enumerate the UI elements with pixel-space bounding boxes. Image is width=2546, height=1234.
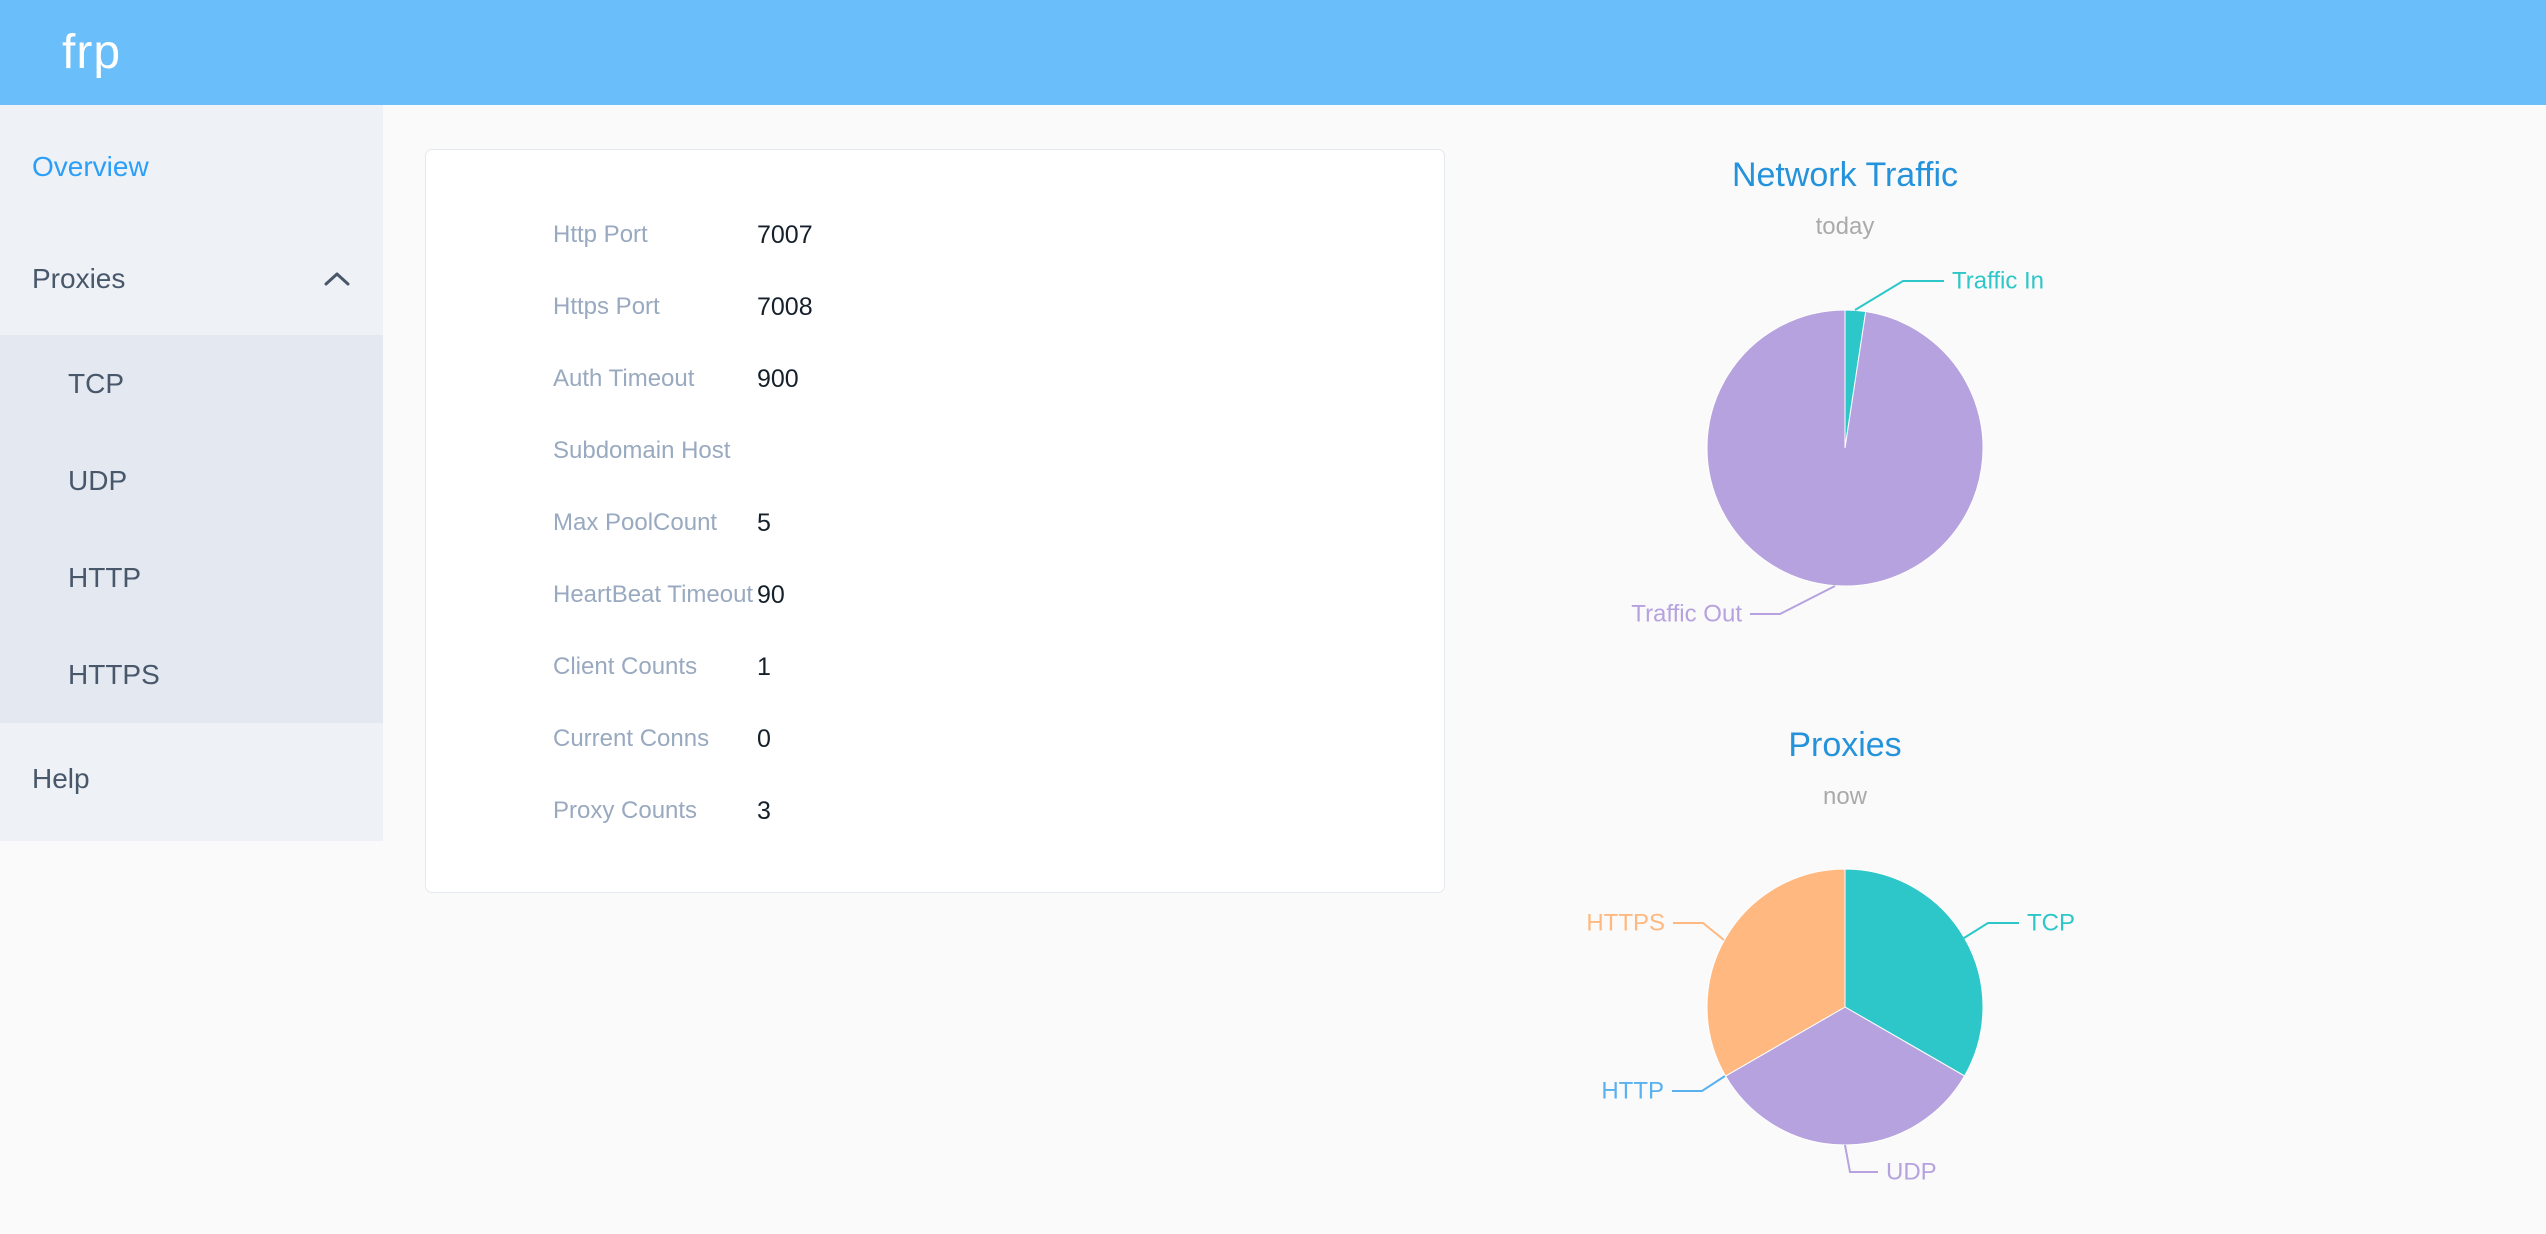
- config-value: 900: [757, 364, 799, 393]
- chart-subtitle: now: [1822, 783, 1868, 810]
- config-value: 5: [757, 508, 771, 537]
- label-line-https: [1673, 922, 1725, 941]
- sidebar-item-overview[interactable]: Overview: [0, 111, 383, 223]
- app-logo: frp: [62, 26, 122, 79]
- config-row: HeartBeat Timeout 90: [426, 559, 1444, 631]
- config-value: 7008: [757, 292, 813, 321]
- config-value: 1: [757, 652, 771, 681]
- config-row: Max PoolCount 5: [426, 487, 1444, 559]
- header-bar: frp: [0, 0, 2546, 105]
- sidebar-item-label: Help: [32, 763, 90, 794]
- sidebar-item-proxies[interactable]: Proxies: [0, 223, 383, 335]
- config-label: Subdomain Host: [553, 437, 731, 464]
- pie-label-http: HTTP: [1601, 1078, 1664, 1105]
- config-label: Max PoolCount: [553, 509, 718, 536]
- sidebar-item-label: Overview: [32, 151, 149, 182]
- config-row: Http Port 7007: [426, 199, 1444, 271]
- sidebar-item-http[interactable]: HTTP: [68, 561, 142, 593]
- sidebar-item-https[interactable]: HTTPS: [68, 658, 160, 690]
- chevron-up-icon[interactable]: [324, 271, 350, 287]
- sidebar-item-help[interactable]: Help: [0, 723, 383, 835]
- label-line-traffic-in: [1854, 280, 1944, 311]
- config-label: Https Port: [553, 293, 660, 320]
- config-row: Https Port 7008: [426, 271, 1444, 343]
- config-row: Proxy Counts 3: [426, 775, 1444, 847]
- proxies-chart: TCP UDP HTTP HTTPS Proxies now: [1515, 660, 2175, 1234]
- pie-label-traffic-in: Traffic In: [1952, 268, 2044, 295]
- label-line-http: [1672, 1075, 1726, 1092]
- sidebar-submenu-proxies: TCP UDP HTTP HTTPS: [0, 335, 383, 723]
- chart-title: Network Traffic: [1731, 156, 1959, 194]
- server-info-card: Http Port 7007 Https Port 7008 Auth Timeout 9…: [425, 149, 1445, 893]
- config-label: Client Counts: [553, 653, 698, 680]
- sidebar-item-tcp[interactable]: TCP: [68, 367, 124, 399]
- sidebar-item-label: Proxies: [32, 263, 126, 294]
- sidebar: Overview Proxies TCP UDP HTTP HTTPS Help: [0, 105, 383, 841]
- network-traffic-chart: Traffic In Traffic Out Network Traffic to…: [1515, 90, 2175, 650]
- chart-title: Proxies: [1788, 726, 1902, 764]
- config-label: Current Conns: [553, 725, 710, 752]
- config-row: Auth Timeout 900: [426, 343, 1444, 415]
- pie-label-https: HTTPS: [1586, 910, 1665, 937]
- config-value: 90: [757, 580, 785, 609]
- pie-label-traffic-out: Traffic Out: [1631, 601, 1742, 628]
- pie-label-udp: UDP: [1886, 1159, 1937, 1186]
- label-line-tcp: [1963, 922, 2019, 939]
- pie-slice-https[interactable]: [1706, 868, 1846, 1077]
- sidebar-item-udp[interactable]: UDP: [68, 464, 128, 496]
- config-value: 7007: [757, 220, 813, 249]
- config-label: Http Port: [553, 221, 648, 248]
- network-traffic-pie: Traffic In Traffic Out: [1631, 268, 2044, 628]
- config-value: 0: [757, 724, 771, 753]
- config-label: Proxy Counts: [553, 797, 698, 824]
- pie-label-tcp: TCP: [2027, 910, 2075, 937]
- config-row: Current Conns 0: [426, 703, 1444, 775]
- config-label: Auth Timeout: [553, 365, 695, 392]
- config-row: Client Counts 1: [426, 631, 1444, 703]
- label-line-traffic-out: [1750, 585, 1836, 615]
- chart-subtitle: today: [1815, 213, 1875, 240]
- server-info-rows: Http Port 7007 Https Port 7008 Auth Timeout 9…: [426, 199, 1444, 847]
- label-line-udp: [1844, 1144, 1878, 1173]
- proxies-pie: TCP UDP HTTP HTTPS: [1586, 868, 2075, 1186]
- config-value: 3: [757, 796, 771, 825]
- config-label: HeartBeat Timeout: [553, 581, 754, 608]
- config-row: Subdomain Host: [426, 415, 1444, 487]
- pie-slice-traffic-out[interactable]: [1706, 309, 1984, 587]
